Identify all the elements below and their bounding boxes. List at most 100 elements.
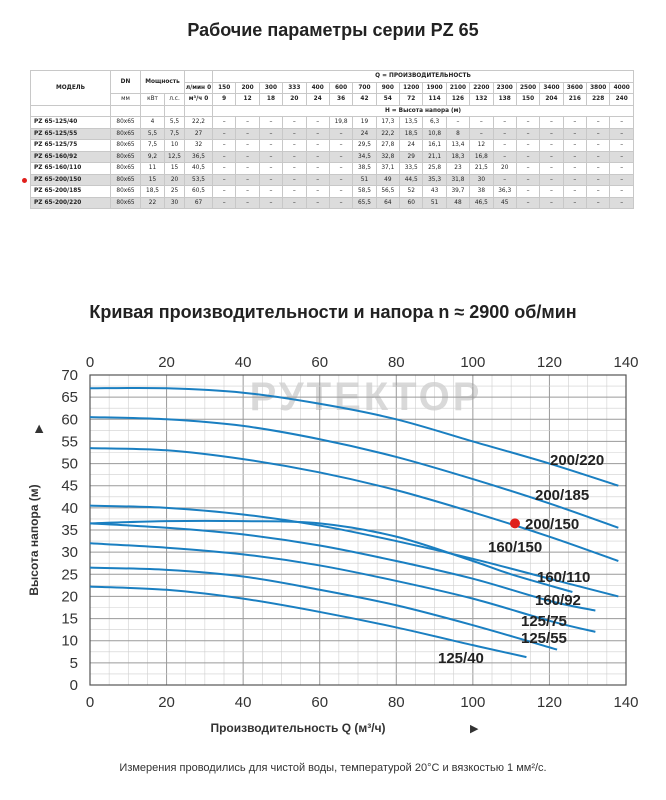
cell-head: 45 bbox=[492, 196, 517, 209]
cell-head: – bbox=[258, 196, 284, 209]
cell-head: – bbox=[562, 116, 588, 129]
header-kw-unit: кВт bbox=[140, 93, 165, 106]
parameters-table: МОДЕЛЬ DN Мощность Q = ПРОИЗВОДИТЕЛЬНОСТЬ л/… bbox=[30, 70, 634, 209]
cell-head: – bbox=[562, 127, 588, 140]
cell-kw: 11 bbox=[140, 162, 165, 175]
header-power: Мощность bbox=[139, 70, 186, 94]
series-label: 160/150 bbox=[488, 539, 542, 556]
cell-head: – bbox=[539, 127, 564, 140]
cell-head: – bbox=[586, 127, 611, 140]
header-blank bbox=[30, 104, 111, 117]
cell-head: 51 bbox=[352, 173, 377, 186]
y-tick-label: 70 bbox=[61, 367, 78, 384]
y-tick-label: 20 bbox=[61, 588, 78, 605]
cell-head: – bbox=[258, 173, 284, 186]
series-label: 125/40 bbox=[438, 650, 484, 667]
series-line bbox=[89, 519, 573, 593]
cell-head: 34,5 bbox=[352, 150, 377, 163]
y-tick-label: 65 bbox=[61, 389, 78, 406]
cell-head: – bbox=[539, 196, 564, 209]
x-tick-label: 100 bbox=[460, 694, 485, 711]
cell-dn: 80x65 bbox=[110, 150, 141, 163]
cell-head: 29 bbox=[399, 150, 424, 163]
cell-head: – bbox=[515, 116, 541, 129]
cell-head: – bbox=[609, 139, 634, 152]
cell-head: 12 bbox=[469, 139, 494, 152]
cell-head: – bbox=[235, 116, 260, 129]
cell-head: – bbox=[586, 162, 611, 175]
header-blank bbox=[184, 104, 214, 117]
header-blank bbox=[110, 104, 141, 117]
cell-dn: 80x65 bbox=[110, 185, 141, 198]
cell-head: – bbox=[258, 185, 284, 198]
header-flow-lmin: 4000 bbox=[609, 81, 634, 94]
header-flow-lmin: 2100 bbox=[445, 81, 471, 94]
table-row: PZ 65-125/55 80x65 5,5 7,5 27– – – – – –24 22,2 18,… bbox=[30, 127, 634, 140]
header-flow-m3h: 204 bbox=[539, 93, 564, 106]
header-q-label: Q = ПРОИЗВОДИТЕЛЬНОСТЬ bbox=[212, 70, 634, 83]
header-hp-unit: л.с. bbox=[163, 93, 186, 106]
cell-head: – bbox=[305, 162, 330, 175]
cell-head: – bbox=[562, 185, 588, 198]
table-row: PZ 65-125/40 80x65 4 5,5 22,2– – – – –19,8 19 17,3… bbox=[30, 116, 634, 129]
cell-head: 36,3 bbox=[492, 185, 517, 198]
cell-head: – bbox=[492, 150, 517, 163]
header-flow-m3h: 216 bbox=[562, 93, 588, 106]
cell-head-zero: 32 bbox=[184, 139, 214, 152]
cell-head: 19,8 bbox=[328, 116, 354, 129]
header-flow-lmin: 2500 bbox=[515, 81, 541, 94]
cell-head: – bbox=[539, 139, 564, 152]
cell-head: 52 bbox=[399, 185, 424, 198]
cell-head: – bbox=[586, 185, 611, 198]
table-row: PZ 65-125/75 80x65 7,5 10 32– – – – – –29,5 27,8 24… bbox=[30, 139, 634, 152]
cell-hp: 7,5 bbox=[163, 127, 186, 140]
cell-head: – bbox=[328, 162, 354, 175]
cell-head: – bbox=[282, 116, 307, 129]
series-line bbox=[89, 566, 558, 651]
cell-model: PZ 65-160/92 bbox=[30, 150, 111, 163]
cell-head: 24 bbox=[352, 127, 377, 140]
header-model: МОДЕЛЬ bbox=[30, 70, 111, 106]
header-flow-m3h: 24 bbox=[305, 93, 330, 106]
header-flow-lmin: 2200 bbox=[469, 81, 494, 94]
table-row: PZ 65-200/150 80x65 15 20 53,5– – – – – –51 49 44,5… bbox=[30, 173, 634, 186]
x-tick-label-top: 100 bbox=[460, 354, 485, 371]
cell-head-zero: 60,5 bbox=[184, 185, 214, 198]
cell-head: – bbox=[235, 173, 260, 186]
series-label: 125/75 bbox=[521, 613, 567, 630]
header-flow-lmin: 3400 bbox=[539, 81, 564, 94]
series-label: 200/220 bbox=[550, 452, 604, 469]
cell-head: – bbox=[492, 139, 517, 152]
cell-head: 21,1 bbox=[422, 150, 447, 163]
cell-dn: 80x65 bbox=[110, 162, 141, 175]
header-flow-m3h: 114 bbox=[422, 93, 447, 106]
parameters-table-wrapper: МОДЕЛЬ DN Мощность Q = ПРОИЗВОДИТЕЛЬНОСТЬ л/… bbox=[30, 70, 634, 209]
y-axis-label: Высота напора (м) bbox=[27, 484, 41, 595]
x-tick-label-top: 120 bbox=[537, 354, 562, 371]
cell-head: – bbox=[282, 127, 307, 140]
cell-head: – bbox=[515, 162, 541, 175]
cell-hp: 12,5 bbox=[163, 150, 186, 163]
header-flow-lmin: 3800 bbox=[586, 81, 611, 94]
series-line bbox=[89, 447, 619, 562]
cell-head: – bbox=[562, 150, 588, 163]
y-tick-label: 50 bbox=[61, 456, 78, 473]
header-flow-lmin: 2300 bbox=[492, 81, 517, 94]
series-label: 200/150 bbox=[525, 516, 579, 533]
header-blank bbox=[184, 70, 214, 83]
x-tick-label: 0 bbox=[86, 694, 94, 711]
cell-head: 19 bbox=[352, 116, 377, 129]
y-tick-label: 5 bbox=[70, 655, 78, 672]
cell-head: – bbox=[539, 150, 564, 163]
header-flow-m3h: 20 bbox=[282, 93, 307, 106]
cell-head: – bbox=[305, 139, 330, 152]
header-flow-m3h: 240 bbox=[609, 93, 634, 106]
cell-model: PZ 65-200/185 bbox=[30, 185, 111, 198]
cell-kw: 9,2 bbox=[140, 150, 165, 163]
cell-head: – bbox=[328, 185, 354, 198]
cell-head: 13,4 bbox=[445, 139, 471, 152]
cell-head: – bbox=[235, 185, 260, 198]
cell-head: – bbox=[212, 139, 237, 152]
cell-kw: 15 bbox=[140, 173, 165, 186]
cell-head: 38,5 bbox=[352, 162, 377, 175]
